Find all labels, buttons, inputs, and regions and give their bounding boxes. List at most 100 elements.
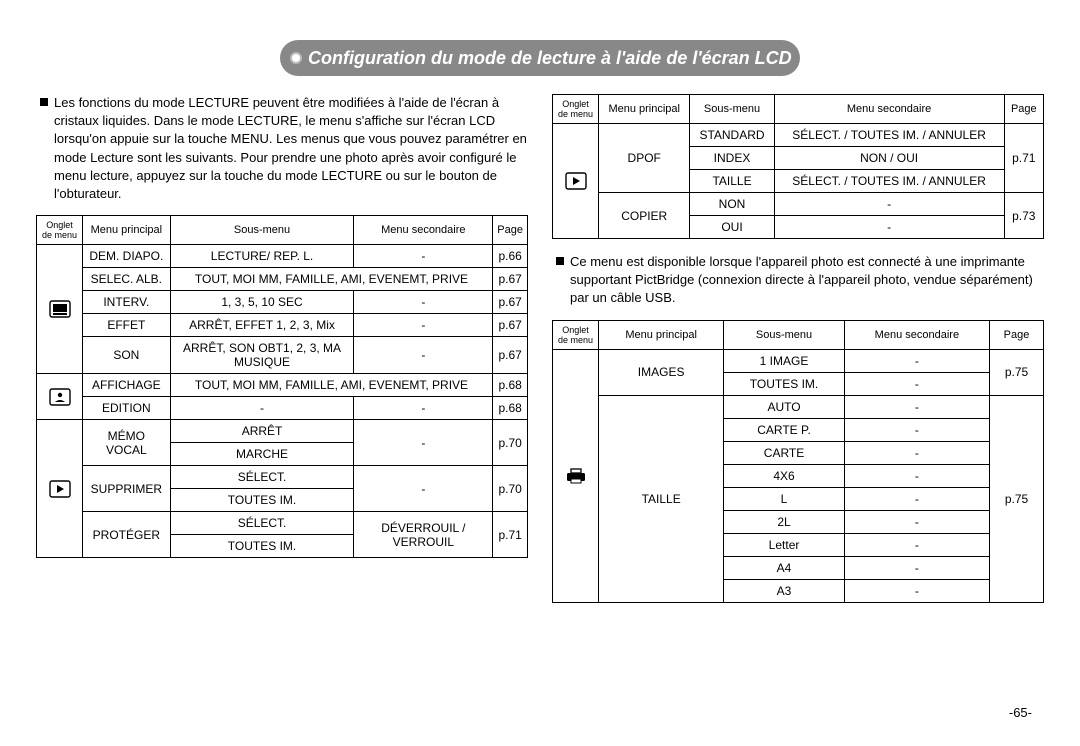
- cell: TOUTES IM.: [170, 489, 354, 512]
- cell: -: [354, 397, 493, 420]
- cell: p.68: [493, 397, 528, 420]
- cell: ARRÊT, SON OBT1, 2, 3, MA MUSIQUE: [170, 337, 354, 374]
- cell: -: [844, 533, 989, 556]
- cell: p.67: [493, 314, 528, 337]
- cell: L: [724, 487, 844, 510]
- intro-paragraph: Les fonctions du mode LECTURE peuvent êt…: [40, 94, 528, 203]
- cell: SON: [83, 337, 171, 374]
- th-sec: Menu secondaire: [774, 95, 1004, 124]
- cell: p.75: [990, 349, 1044, 395]
- cell: 1, 3, 5, 10 SEC: [170, 291, 354, 314]
- table-row: INTERV. 1, 3, 5, 10 SEC - p.67: [37, 291, 528, 314]
- th-tab: Onglet de menu: [37, 216, 83, 245]
- cell: STANDARD: [690, 124, 774, 147]
- cell: A4: [724, 556, 844, 579]
- table-row: EFFET ARRÊT, EFFET 1, 2, 3, Mix - p.67: [37, 314, 528, 337]
- left-column: Les fonctions du mode LECTURE peuvent êt…: [36, 94, 528, 617]
- cell: p.67: [493, 268, 528, 291]
- cell: p.70: [493, 420, 528, 466]
- album-icon: [49, 388, 71, 406]
- table-header-row: Onglet de menu Menu principal Sous-menu …: [553, 320, 1044, 349]
- cell: SUPPRIMER: [83, 466, 171, 512]
- cell: SÉLECT. / TOUTES IM. / ANNULER: [774, 124, 1004, 147]
- cell: Letter: [724, 533, 844, 556]
- cell: SELEC. ALB.: [83, 268, 171, 291]
- cell: -: [844, 418, 989, 441]
- title-dot: [290, 52, 302, 64]
- cell: CARTE: [724, 441, 844, 464]
- table-row: AFFICHAGE TOUT, MOI MM, FAMILLE, AMI, EV…: [37, 374, 528, 397]
- cell: TOUT, MOI MM, FAMILLE, AMI, EVENEMT, PRI…: [170, 268, 493, 291]
- title-pill: Configuration du mode de lecture à l'aid…: [280, 40, 800, 76]
- table-row: PROTÉGER SÉLECT. DÉVERROUIL / VERROUIL p…: [37, 512, 528, 535]
- cell: -: [844, 441, 989, 464]
- th-tab: Onglet de menu: [553, 320, 599, 349]
- cell: TOUTES IM.: [724, 372, 844, 395]
- cell: p.75: [990, 395, 1044, 602]
- cell: INDEX: [690, 147, 774, 170]
- table-row: DPOF STANDARD SÉLECT. / TOUTES IM. / ANN…: [553, 124, 1044, 147]
- cell: p.66: [493, 245, 528, 268]
- playback-icon: [565, 172, 587, 190]
- cell: PROTÉGER: [83, 512, 171, 558]
- cell: ARRÊT: [170, 420, 354, 443]
- cell: TOUT, MOI MM, FAMILLE, AMI, EVENEMT, PRI…: [170, 374, 493, 397]
- pictbridge-text: Ce menu est disponible lorsque l'apparei…: [570, 254, 1033, 305]
- cell: 2L: [724, 510, 844, 533]
- cell: SÉLECT.: [170, 466, 354, 489]
- page-number: -65-: [1009, 705, 1032, 720]
- slideshow-icon: [49, 300, 71, 318]
- cell: AUTO: [724, 395, 844, 418]
- th-page: Page: [990, 320, 1044, 349]
- playback-tab-icon-cell: [37, 420, 83, 558]
- th-sec: Menu secondaire: [844, 320, 989, 349]
- cell: SÉLECT. / TOUTES IM. / ANNULER: [774, 170, 1004, 193]
- cell: -: [354, 245, 493, 268]
- th-main: Menu principal: [599, 320, 724, 349]
- cell: p.67: [493, 337, 528, 374]
- bullet-icon: [556, 257, 564, 265]
- cell: NON / OUI: [774, 147, 1004, 170]
- cell: -: [774, 193, 1004, 216]
- printer-tab-icon-cell: [553, 349, 599, 602]
- cell: SÉLECT.: [170, 512, 354, 535]
- playback-icon: [49, 480, 71, 498]
- cell: -: [844, 556, 989, 579]
- th-page: Page: [1004, 95, 1043, 124]
- cell: ARRÊT, EFFET 1, 2, 3, Mix: [170, 314, 354, 337]
- th-sec: Menu secondaire: [354, 216, 493, 245]
- cell: OUI: [690, 216, 774, 239]
- album-tab-icon-cell: [37, 374, 83, 420]
- cell: p.71: [1004, 124, 1043, 193]
- cell: COPIER: [599, 193, 690, 239]
- cell: CARTE P.: [724, 418, 844, 441]
- cell: LECTURE/ REP. L.: [170, 245, 354, 268]
- cell: DÉVERROUIL / VERROUIL: [354, 512, 493, 558]
- cell: EDITION: [83, 397, 171, 420]
- cell: 4X6: [724, 464, 844, 487]
- cell: EFFET: [83, 314, 171, 337]
- cell: A3: [724, 579, 844, 602]
- cell: -: [354, 337, 493, 374]
- cell: AFFICHAGE: [83, 374, 171, 397]
- cell: -: [354, 314, 493, 337]
- cell: TOUTES IM.: [170, 535, 354, 558]
- table-row: SUPPRIMER SÉLECT. - p.70: [37, 466, 528, 489]
- cell: -: [354, 291, 493, 314]
- cell: DEM. DIAPO.: [83, 245, 171, 268]
- cell: NON: [690, 193, 774, 216]
- bullet-icon: [40, 98, 48, 106]
- th-sub: Sous-menu: [724, 320, 844, 349]
- columns: Les fonctions du mode LECTURE peuvent êt…: [36, 94, 1044, 617]
- th-tab: Onglet de menu: [553, 95, 599, 124]
- cell: p.73: [1004, 193, 1043, 239]
- table-row: SELEC. ALB. TOUT, MOI MM, FAMILLE, AMI, …: [37, 268, 528, 291]
- cell: TAILLE: [690, 170, 774, 193]
- cell: -: [844, 510, 989, 533]
- th-main: Menu principal: [599, 95, 690, 124]
- printer-icon: [565, 467, 587, 485]
- th-sub: Sous-menu: [690, 95, 774, 124]
- cell: DPOF: [599, 124, 690, 193]
- cell: 1 IMAGE: [724, 349, 844, 372]
- page: Configuration du mode de lecture à l'aid…: [0, 0, 1080, 746]
